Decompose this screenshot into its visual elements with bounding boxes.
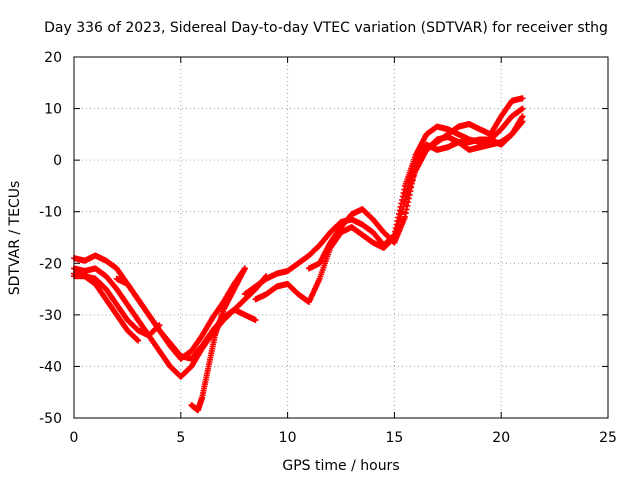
y-tick-label: -40: [39, 359, 62, 375]
series-track-i: [402, 113, 526, 200]
data-point: [241, 265, 248, 272]
x-tick-label: 5: [176, 430, 185, 446]
data-point: [519, 105, 526, 112]
series-track-e: [188, 265, 248, 414]
y-tick-label: 20: [44, 50, 62, 66]
y-tick-label: 0: [53, 153, 62, 169]
y-tick-label: -20: [39, 256, 62, 272]
x-tick-label: 25: [599, 430, 617, 446]
x-tick-label: 20: [492, 430, 510, 446]
x-tick-label: 15: [385, 430, 403, 446]
y-tick-label: -30: [39, 308, 62, 324]
data-points: [71, 95, 526, 414]
axis-ticks: [73, 56, 609, 419]
tick-labels: 0 5 10 15 20 25 -50 -40 -30 -20 -10 0 10 20: [39, 50, 617, 446]
data-point: [135, 337, 142, 344]
x-tick-label: 0: [70, 430, 79, 446]
y-tick-label: -50: [39, 411, 62, 427]
data-point: [519, 113, 526, 120]
chart-title: Day 336 of 2023, Sidereal Day-to-day VTE…: [44, 20, 608, 36]
data-point: [519, 95, 526, 102]
plot-area-frame: [73, 56, 609, 419]
y-tick-label: 10: [44, 102, 62, 118]
series-track-j: [71, 273, 142, 344]
y-axis-label: SDTVAR / TECUs: [7, 181, 23, 296]
x-tick-label: 10: [279, 430, 297, 446]
data-point: [252, 317, 259, 324]
y-tick-label: -10: [39, 205, 62, 221]
x-axis-label: GPS time / hours: [282, 458, 399, 474]
